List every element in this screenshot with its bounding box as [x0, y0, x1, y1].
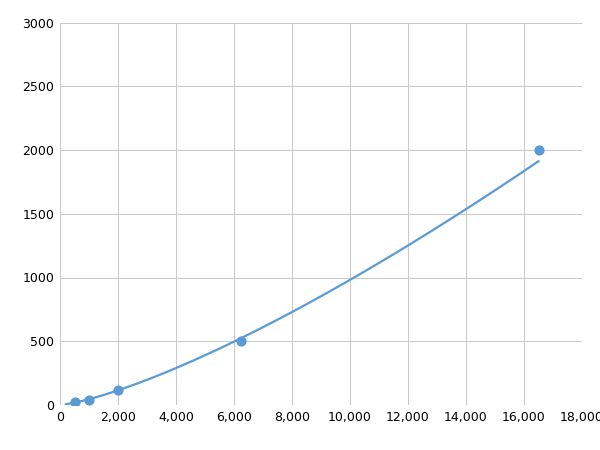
Point — [534, 146, 544, 153]
Point — [70, 399, 79, 406]
Point — [84, 396, 94, 404]
Point — [236, 338, 246, 345]
Point — [113, 386, 123, 393]
